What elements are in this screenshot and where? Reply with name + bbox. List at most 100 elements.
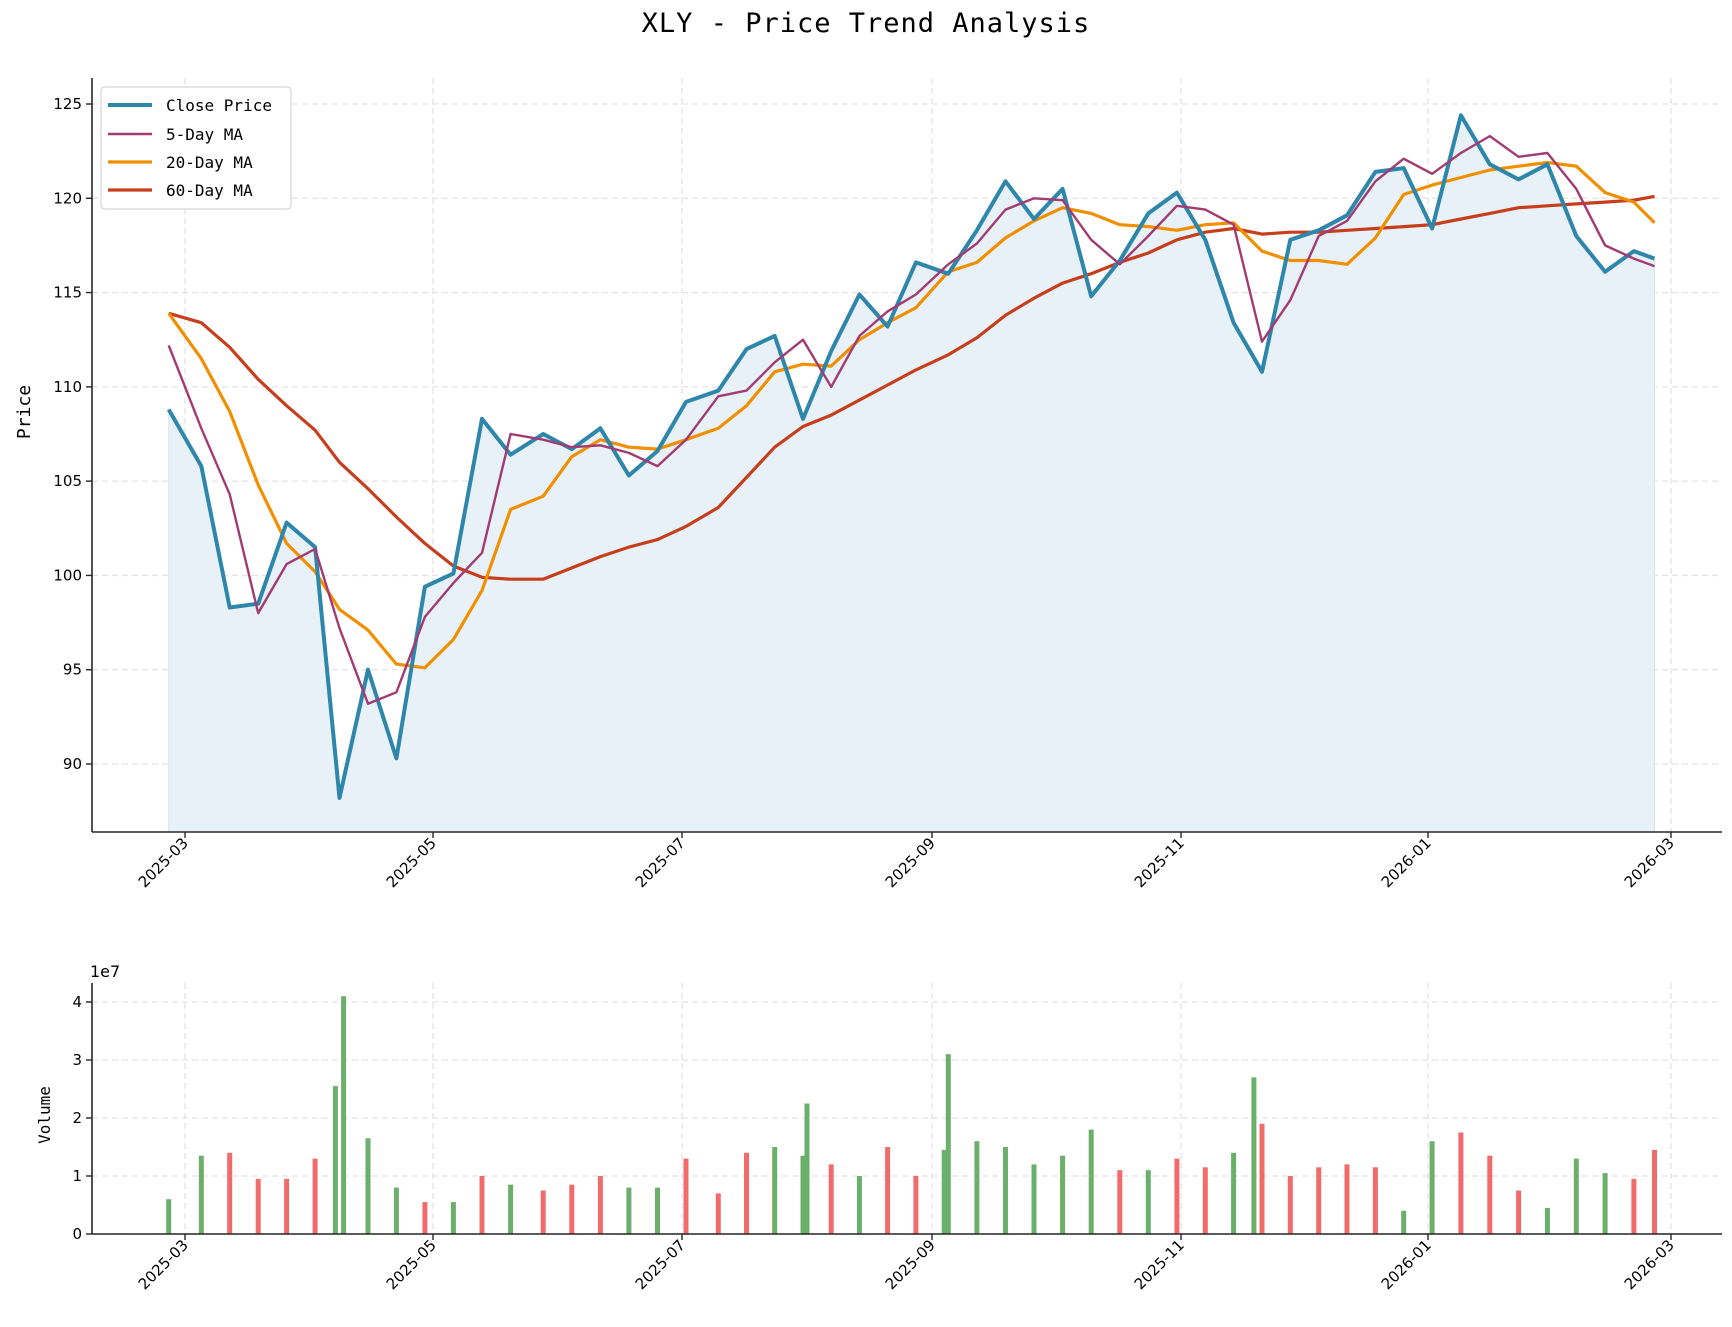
volume-y-tick-label: 3 bbox=[72, 1051, 82, 1069]
volume-bar bbox=[569, 1184, 575, 1234]
legend-frame bbox=[100, 86, 292, 210]
volume-bar bbox=[341, 996, 347, 1234]
x-tick-label: 2025-05 bbox=[383, 834, 440, 891]
volume-bar bbox=[1602, 1173, 1608, 1234]
volume-bar bbox=[1316, 1167, 1322, 1234]
volume-bar bbox=[1401, 1210, 1407, 1234]
volume-bar bbox=[1145, 1170, 1151, 1234]
volume-bar bbox=[1117, 1170, 1123, 1234]
volume-bar bbox=[198, 1155, 204, 1234]
legend-item-close: Close Price bbox=[108, 96, 272, 115]
volume-bar bbox=[941, 1149, 947, 1234]
price-axes bbox=[91, 78, 1722, 833]
volume-bar bbox=[1251, 1077, 1257, 1234]
volume-bar bbox=[1088, 1129, 1094, 1234]
x-tick-label: 2025-09 bbox=[882, 834, 939, 891]
volume-bar bbox=[255, 1178, 261, 1234]
volume-bar bbox=[772, 1147, 778, 1234]
volume-bar bbox=[1631, 1178, 1637, 1234]
price-y-axis-label: Price bbox=[14, 385, 35, 439]
volume-bar bbox=[422, 1202, 428, 1234]
price-y-tick-label: 110 bbox=[53, 378, 82, 396]
volume-bar bbox=[913, 1176, 919, 1234]
price-y-ticks: 90 95 100 105 110 115 120 125 bbox=[53, 95, 92, 773]
ma5-line bbox=[167, 134, 1655, 705]
volume-bar bbox=[1429, 1141, 1435, 1234]
volume-bar bbox=[1344, 1164, 1350, 1234]
volume-bar bbox=[1487, 1155, 1493, 1234]
price-y-tick-label: 95 bbox=[63, 661, 82, 679]
x-tick-label: 2025-03 bbox=[135, 1236, 192, 1293]
legend-item-ma60: 60-Day MA bbox=[108, 181, 253, 200]
volume-bar bbox=[227, 1152, 233, 1234]
chart-title: XLY - Price Trend Analysis bbox=[641, 8, 1091, 39]
price-y-tick-label: 125 bbox=[53, 95, 82, 113]
volume-bar bbox=[856, 1176, 862, 1234]
legend-item-ma5: 5-Day MA bbox=[108, 125, 243, 144]
volume-panel: 0 1 2 3 4 2025-03 2025-05 2025-07 2025-09 2025-1… bbox=[35, 962, 1722, 1293]
legend-item-ma20: 20-Day MA bbox=[108, 153, 253, 172]
volume-bar bbox=[945, 1054, 951, 1234]
legend-label-ma60: 60-Day MA bbox=[166, 181, 253, 200]
volume-bar bbox=[540, 1190, 546, 1234]
price-y-tick-label: 90 bbox=[63, 755, 82, 773]
x-tick-label: 2026-01 bbox=[1378, 1236, 1435, 1293]
legend-label-ma20: 20-Day MA bbox=[166, 153, 253, 172]
volume-bar bbox=[828, 1164, 834, 1234]
volume-bar bbox=[1573, 1158, 1579, 1234]
x-tick-label: 2025-05 bbox=[383, 1236, 440, 1293]
volume-bar bbox=[1372, 1167, 1378, 1234]
volume-y-tick-label: 0 bbox=[72, 1225, 82, 1243]
volume-bar bbox=[1544, 1207, 1550, 1234]
price-y-tick-label: 105 bbox=[53, 472, 82, 490]
volume-bar bbox=[166, 1199, 172, 1234]
volume-bar bbox=[479, 1176, 485, 1234]
x-tick-label: 2025-03 bbox=[135, 834, 192, 891]
volume-bar bbox=[744, 1152, 749, 1234]
volume-bar bbox=[1231, 1152, 1237, 1234]
legend-label-ma5: 5-Day MA bbox=[166, 125, 243, 144]
price-y-tick-label: 100 bbox=[53, 566, 82, 584]
volume-x-ticks: 2025-03 2025-05 2025-07 2025-09 2025-11 2026-… bbox=[135, 1234, 1678, 1293]
volume-bar bbox=[1003, 1147, 1008, 1234]
legend-label-close: Close Price bbox=[166, 96, 272, 115]
volume-bar bbox=[1516, 1190, 1522, 1234]
volume-axes bbox=[91, 983, 1722, 1235]
legend: Close Price 5-Day MA 20-Day MA 60-Day MA bbox=[100, 86, 292, 210]
x-tick-label: 2026-03 bbox=[1621, 1236, 1678, 1293]
volume-bar bbox=[508, 1184, 514, 1234]
volume-bar bbox=[974, 1141, 980, 1234]
volume-bar bbox=[1652, 1149, 1657, 1234]
volume-bar bbox=[800, 1155, 806, 1234]
volume-bar bbox=[715, 1193, 721, 1234]
volume-bar bbox=[393, 1187, 399, 1234]
volume-bar bbox=[1060, 1155, 1066, 1234]
x-tick-label: 2025-11 bbox=[1131, 834, 1188, 891]
volume-bar bbox=[683, 1158, 689, 1234]
volume-y-tick-label: 4 bbox=[72, 993, 82, 1011]
volume-bar bbox=[885, 1147, 891, 1234]
x-tick-label: 2025-11 bbox=[1131, 1236, 1188, 1293]
volume-bar bbox=[1031, 1164, 1037, 1234]
ma60-line bbox=[168, 194, 1655, 581]
volume-bar bbox=[626, 1187, 632, 1234]
volume-bar bbox=[1458, 1132, 1464, 1234]
volume-bar bbox=[284, 1178, 290, 1234]
volume-bar bbox=[1202, 1167, 1208, 1234]
x-tick-label: 2026-01 bbox=[1378, 834, 1435, 891]
volume-bar bbox=[450, 1202, 456, 1234]
volume-bar bbox=[312, 1158, 318, 1234]
price-y-tick-label: 115 bbox=[53, 284, 82, 302]
x-tick-label: 2026-03 bbox=[1621, 834, 1678, 891]
volume-y-tick-label: 1 bbox=[72, 1167, 82, 1185]
volume-y-axis-label: Volume bbox=[35, 1086, 54, 1144]
volume-bar bbox=[365, 1138, 371, 1234]
x-tick-label: 2025-07 bbox=[632, 834, 689, 891]
volume-bar bbox=[1259, 1123, 1265, 1234]
volume-bar bbox=[655, 1187, 660, 1234]
volume-offset-label: 1e7 bbox=[90, 962, 120, 981]
volume-bar bbox=[332, 1086, 338, 1234]
volume-bar bbox=[597, 1176, 603, 1234]
